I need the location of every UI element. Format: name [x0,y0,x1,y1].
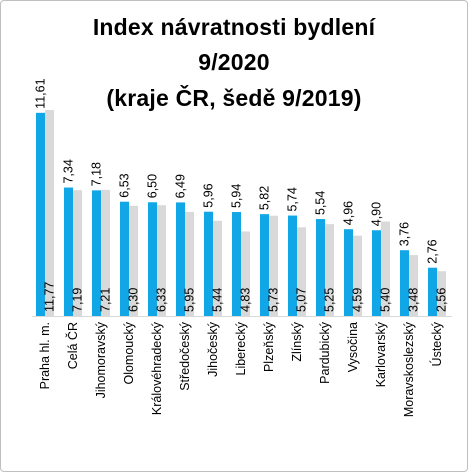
category-label: Jihočeský [206,321,220,377]
chart-title-line-1: Index návratnosti bydlení [92,14,376,40]
bar-2020 [428,267,437,316]
data-label-2020: 6,53 [118,173,132,197]
bar-2019 [437,271,446,316]
bar-2020 [316,219,325,316]
data-label-2019: 4,59 [351,288,365,312]
data-label-2020: 7,34 [62,159,76,183]
data-label-2019: 6,33 [155,288,169,312]
data-label-2019: 7,21 [99,288,113,312]
category-label: Olomoucký [122,321,136,384]
bar-2020 [120,201,129,316]
bar-2020 [344,229,353,316]
data-label-2019: 5,25 [323,288,337,312]
category-label: Karlovarský [374,321,388,387]
bar-2019 [73,190,82,316]
data-label-2020: 7,18 [90,162,104,186]
data-label-2020: 5,74 [286,187,300,211]
bar-2019 [381,221,390,316]
category-label: Královéhradecký [150,321,164,415]
bar-2019 [45,110,54,317]
data-label-2019: 5,40 [379,288,393,312]
bar-2019 [101,189,110,316]
bar-2020 [36,112,45,316]
bar-2020 [400,250,409,316]
category-label: Praha hl. m. [38,322,52,389]
data-label-2019: 7,19 [71,288,85,312]
data-label-2020: 6,49 [174,174,188,198]
data-label-2019: 5,73 [267,288,281,312]
bar-2019 [213,220,222,316]
bar-2020 [176,202,185,316]
bar-2020 [204,211,213,316]
data-label-2019: 3,48 [407,288,421,312]
data-label-2019: 5,95 [183,288,197,312]
bar-2020 [260,214,269,316]
bar-2019 [353,235,362,316]
category-label: Zlínský [290,321,304,361]
data-label-2019: 4,83 [239,288,253,312]
data-label-2020: 5,96 [202,183,216,207]
data-label-2020: 11,61 [34,78,48,108]
bar-2019 [129,205,138,316]
bar-2020 [372,230,381,316]
bar-2020 [232,212,241,316]
category-label: Jihomoravský [94,321,108,398]
bar-2019 [297,227,306,316]
category-label: Plzeňský [262,321,276,372]
chart-title-line-2: 9/2020 [198,49,270,75]
data-label-2019: 2,56 [435,288,449,312]
data-label-2019: 11,77 [43,282,57,312]
bar-2019 [325,224,334,316]
data-label-2019: 5,44 [211,288,225,312]
bar-2019 [185,211,194,316]
data-label-2020: 2,76 [426,239,440,263]
data-label-2020: 5,94 [230,184,244,208]
category-label: Středočeský [178,321,192,391]
data-label-2019: 6,30 [127,288,141,312]
category-label: Vysočina [346,322,360,372]
category-label: Pardubický [318,321,332,384]
data-label-2020: 5,82 [258,186,272,210]
data-label-2020: 3,76 [398,222,412,246]
data-label-2020: 6,50 [146,174,160,198]
data-label-2020: 4,96 [342,201,356,225]
bar-2019 [241,231,250,316]
bar-2020 [288,215,297,316]
data-label-2020: 5,54 [314,191,328,215]
bar-2020 [92,190,101,316]
bar-2019 [409,255,418,316]
bar-2019 [157,205,166,316]
data-label-2019: 5,07 [295,288,309,312]
category-label: Ústecký [429,321,444,366]
category-label: Celá ČR [65,322,80,369]
bar-2019 [269,215,278,316]
bar-2020 [148,202,157,316]
bar-2020 [64,187,73,316]
chart-title-line-3: (kraje ČR, šedě 9/2019) [106,85,362,111]
category-label: Moravskoslezský [402,321,416,417]
data-label-2020: 4,90 [370,202,384,226]
category-label: Liberecký [234,321,248,375]
